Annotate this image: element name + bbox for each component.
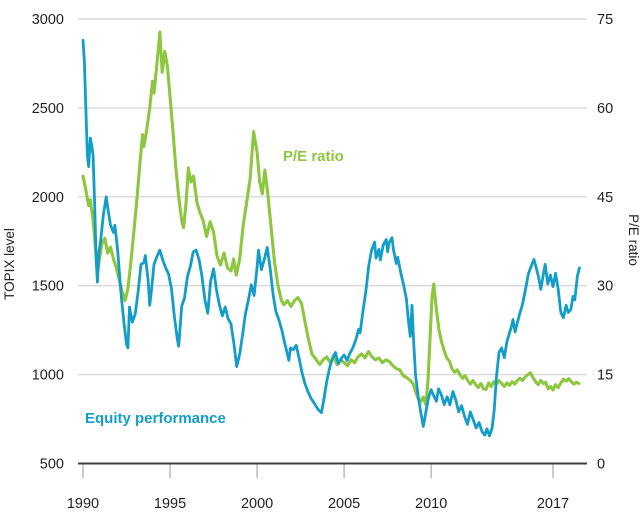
x-tick-label: 2010	[415, 496, 447, 512]
x-tick-label: 2017	[537, 496, 569, 512]
left-tick-label: 1500	[32, 279, 64, 295]
gridlines	[78, 18, 587, 376]
series-lines	[81, 30, 581, 438]
axes: 1990 1995 2000 2005 2010 2017 500 1000 1500 2000 2…	[32, 12, 613, 512]
left-tick-label: 3000	[32, 12, 64, 28]
equity-performance-series-label: Equity performance	[85, 410, 226, 427]
left-axis-title: TOPIX level	[2, 228, 17, 300]
right-tick-label: 30	[597, 279, 613, 295]
x-tick-label: 2005	[328, 496, 360, 512]
x-tick-label: 1990	[67, 496, 99, 512]
pe-ratio-series-label: P/E ratio	[283, 148, 344, 165]
left-tick-label: 2000	[32, 190, 64, 206]
left-tick-label: 500	[40, 457, 64, 473]
right-tick-label: 60	[597, 101, 613, 117]
x-tick-label: 2000	[241, 496, 273, 512]
right-tick-label: 0	[597, 457, 605, 473]
right-tick-label: 15	[597, 368, 613, 384]
equity-performance-line	[81, 38, 581, 438]
left-tick-label: 1000	[32, 368, 64, 384]
right-tick-label: 45	[597, 190, 613, 206]
right-tick-label: 75	[597, 12, 613, 28]
right-axis-title: P/E ratio	[626, 214, 640, 266]
left-tick-label: 2500	[32, 101, 64, 117]
x-tick-label: 1995	[154, 496, 186, 512]
